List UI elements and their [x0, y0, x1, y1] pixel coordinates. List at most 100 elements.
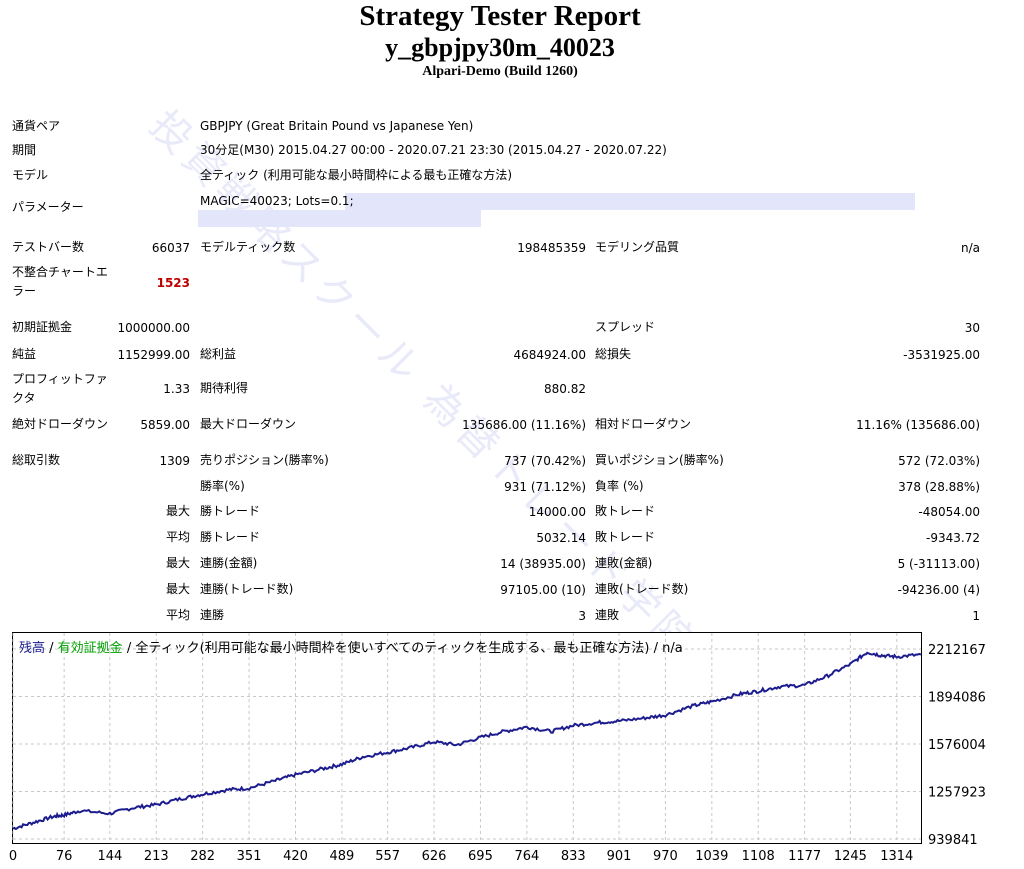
- profit-factor-value: 1.33: [163, 382, 190, 396]
- x-tick-18: 1245: [834, 849, 867, 864]
- initial-deposit-value: 1000000.00: [117, 321, 190, 335]
- largest-loss-label: 敗トレード: [595, 504, 656, 518]
- rel-dd-label: 相対ドローダウン: [595, 417, 692, 431]
- profit-factor-label-1: プロフィットファ: [12, 372, 108, 386]
- max-consec-loss-value: -94236.00 (4): [897, 583, 980, 597]
- report-build: Alpari-Demo (Build 1260): [422, 64, 578, 79]
- max-label-2: 最大: [165, 556, 190, 570]
- chart-y-axis: 2212167 1894086 1576004 1257923 939841: [928, 643, 986, 848]
- test-bars-value: 66037: [151, 241, 190, 255]
- long-label: 買いポジション(勝率%): [595, 453, 724, 467]
- mismatch-label-2: ラー: [12, 284, 37, 298]
- loss-rate-label: 負率 (%): [595, 479, 644, 493]
- x-tick-14: 970: [653, 849, 678, 864]
- x-tick-8: 557: [375, 849, 400, 864]
- model-label: モデル: [12, 168, 49, 182]
- x-tick-13: 901: [607, 849, 632, 864]
- modeling-quality-label: モデリング品質: [595, 240, 680, 254]
- total-trades-value: 1309: [159, 454, 190, 468]
- model-ticks-label: モデルティック数: [200, 240, 296, 254]
- avg-label-1: 平均: [165, 530, 190, 544]
- x-tick-17: 1177: [788, 849, 821, 864]
- legend-sep-1: /: [45, 641, 58, 656]
- mismatch-value: 1523: [156, 276, 190, 290]
- y-tick-1: 1894086: [928, 690, 986, 705]
- x-tick-5: 351: [237, 849, 262, 864]
- largest-win-value: 14000.00: [528, 505, 586, 519]
- balance-chart: [12, 632, 922, 844]
- abs-dd-value: 5859.00: [140, 418, 190, 432]
- avg-win-value: 5032.14: [536, 531, 586, 545]
- gross-loss-label: 総損失: [595, 347, 632, 361]
- gross-profit-label: 総利益: [200, 347, 237, 361]
- max-consec-loss-label: 連敗(トレード数): [595, 582, 689, 596]
- legend-rest: 全ティック(利用可能な最小時間枠を使いすべてのティックを生成する、最も正確な方法…: [135, 641, 683, 656]
- x-tick-16: 1108: [742, 849, 775, 864]
- y-tick-2: 1576004: [928, 738, 986, 753]
- balance-line: [12, 651, 922, 831]
- chart-series: [12, 651, 922, 831]
- max-dd-value: 135686.00 (11.16%): [462, 418, 586, 432]
- x-tick-4: 282: [190, 849, 215, 864]
- total-trades-label: 総取引数: [12, 453, 61, 467]
- x-tick-15: 1039: [695, 849, 728, 864]
- x-tick-6: 420: [283, 849, 308, 864]
- long-value: 572 (72.03%): [898, 454, 980, 468]
- profit-factor-label-2: クタ: [12, 391, 36, 405]
- report-subtitle: y_gbpjpy30m_40023: [385, 33, 615, 62]
- legend-equity: 有効証拠金: [57, 641, 123, 656]
- win-rate-value: 931 (71.12%): [504, 480, 586, 494]
- mismatch-label-1: 不整合チャートエ: [12, 265, 108, 279]
- spread-label: スプレッド: [595, 320, 656, 334]
- pair-label: 通貨ペア: [12, 119, 61, 133]
- rel-dd-value: 11.16% (135686.00): [856, 418, 980, 432]
- largest-loss-value: -48054.00: [918, 505, 980, 519]
- max-consec-profit-value: 97105.00 (10): [500, 583, 586, 597]
- max-label-1: 最大: [165, 504, 190, 518]
- model-value: 全ティック (利用可能な最小時間枠による最も正確な方法): [200, 168, 513, 182]
- max-consec-profit-label: 連勝(トレード数): [200, 582, 294, 596]
- short-label: 売りポジション(勝率%): [200, 453, 329, 467]
- model-ticks-value: 198485359: [517, 241, 586, 255]
- x-tick-11: 764: [514, 849, 539, 864]
- short-value: 737 (70.42%): [504, 454, 586, 468]
- x-tick-19: 1314: [880, 849, 913, 864]
- abs-dd-label: 絶対ドローダウン: [12, 417, 109, 431]
- expected-payoff-value: 880.82: [544, 382, 586, 396]
- avg-label-2: 平均: [165, 608, 190, 622]
- avg-consec-losses-label: 連敗: [595, 608, 620, 622]
- period-label: 期間: [12, 143, 37, 157]
- avg-consec-wins-value: 3: [578, 609, 586, 623]
- modeling-quality-value: n/a: [960, 241, 980, 255]
- params-highlight-2: [198, 210, 481, 227]
- params-value: MAGIC=40023; Lots=0.1;: [200, 194, 354, 208]
- max-consec-losses-money-value: 5 (-31113.00): [897, 557, 980, 571]
- max-dd-label: 最大ドローダウン: [200, 417, 297, 431]
- net-profit-label: 純益: [12, 347, 37, 361]
- max-label-3: 最大: [165, 582, 190, 596]
- pair-value: GBPJPY (Great Britain Pound vs Japanese …: [200, 119, 474, 133]
- initial-deposit-label: 初期証拠金: [12, 320, 73, 334]
- expected-payoff-label: 期待利得: [200, 381, 249, 395]
- avg-consec-wins-label: 連勝: [200, 608, 225, 622]
- x-tick-1: 76: [56, 849, 73, 864]
- spread-value: 30: [964, 321, 980, 335]
- y-tick-3: 1257923: [928, 785, 986, 800]
- x-tick-10: 695: [468, 849, 493, 864]
- report-title: Strategy Tester Report: [359, 0, 641, 32]
- avg-consec-losses-value: 1: [972, 609, 980, 623]
- test-bars-label: テストバー数: [12, 240, 85, 254]
- x-tick-0: 0: [9, 849, 17, 864]
- chart-grid: [12, 633, 921, 843]
- chart-x-axis: 0 76 144 213 282 351 420 489 557 626 695 764 833 901 9…: [9, 849, 913, 864]
- max-consec-losses-money-label: 連敗(金額): [595, 556, 653, 570]
- legend-balance: 残高: [19, 641, 46, 656]
- params-label: パラメーター: [12, 200, 84, 214]
- avg-win-label: 勝トレード: [200, 530, 261, 544]
- x-tick-3: 213: [144, 849, 169, 864]
- legend-sep-2: /: [122, 641, 136, 656]
- net-profit-value: 1152999.00: [117, 348, 190, 362]
- loss-rate-value: 378 (28.88%): [898, 480, 980, 494]
- avg-loss-value: -9343.72: [926, 531, 980, 545]
